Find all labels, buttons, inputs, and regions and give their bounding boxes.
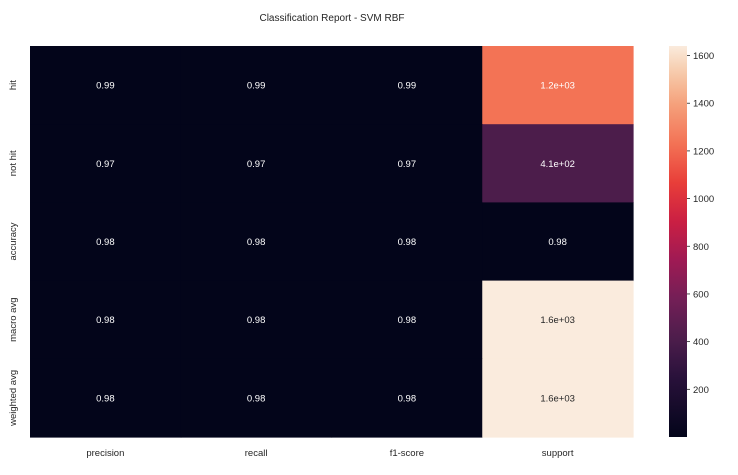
- heatmap-cell: [331, 124, 483, 203]
- heatmap-cell: [180, 202, 333, 282]
- y-tick-label: hit: [8, 80, 19, 90]
- heatmap-cell: [482, 280, 634, 360]
- cell-value-label: 0.98: [247, 315, 266, 326]
- heatmap-cell: [331, 280, 483, 360]
- cell-value-label: 1.6e+03: [540, 315, 575, 326]
- cell-value-label: 0.98: [398, 393, 417, 404]
- cell-value-label: 0.98: [548, 237, 567, 248]
- colorbar-tick-label: 1400: [693, 99, 714, 110]
- heatmap-cell: [30, 202, 182, 282]
- cell-value-label: 0.98: [96, 393, 115, 404]
- cell-value-label: 0.99: [398, 81, 417, 92]
- heatmap-cell: [482, 358, 634, 438]
- cell-value-label: 0.98: [398, 315, 417, 326]
- colorbar-ticks: 200 400 600 800 1000 1200 1400 1600: [687, 51, 714, 396]
- x-tick-label: support: [542, 448, 574, 459]
- heatmap-cell: [180, 358, 333, 438]
- heatmap-cell: [30, 124, 182, 203]
- heatmap-cell: [180, 46, 333, 125]
- heatmap-cell: [30, 358, 182, 438]
- heatmap-cell: [331, 358, 483, 438]
- cell-value-label: 0.98: [398, 237, 417, 248]
- colorbar-tick-label: 1600: [693, 51, 714, 62]
- cell-value-label: 0.98: [96, 237, 115, 248]
- cell-value-label: 0.98: [247, 393, 266, 404]
- heatmap-cell: [482, 202, 634, 282]
- heatmap-cells: [30, 46, 634, 438]
- y-tick-label: not hit: [8, 150, 19, 176]
- colorbar-tick-label: 1200: [693, 146, 714, 157]
- cell-value-label: 0.97: [398, 159, 417, 170]
- x-tick-label: f1-score: [390, 448, 424, 459]
- heatmap-cell-labels: 0.99 0.99 0.99 1.2e+03 0.97 0.97 0.97 4.1e+02 0.…: [96, 81, 575, 405]
- y-tick-label: macro avg: [8, 298, 19, 342]
- heatmap-cell: [331, 46, 483, 125]
- heatmap-cell: [482, 46, 634, 125]
- cell-value-label: 0.99: [247, 81, 266, 92]
- cell-value-label: 0.97: [96, 159, 115, 170]
- colorbar-tick-label: 600: [693, 289, 709, 300]
- colorbar-tick-label: 1000: [693, 194, 714, 205]
- cell-value-label: 1.2e+03: [540, 81, 575, 92]
- heatmap-cell: [482, 124, 634, 203]
- y-axis-ticks: hit not hit accuracy macro avg weighted avg: [8, 80, 19, 427]
- colorbar-tick-label: 800: [693, 242, 709, 253]
- colorbar: [669, 46, 687, 437]
- cell-value-label: 0.99: [96, 81, 115, 92]
- cell-value-label: 0.98: [247, 237, 266, 248]
- chart-title: Classification Report - SVM RBF: [259, 13, 404, 24]
- cell-value-label: 0.97: [247, 159, 266, 170]
- y-tick-label: accuracy: [8, 222, 19, 260]
- x-tick-label: precision: [86, 448, 124, 459]
- cell-value-label: 0.98: [96, 315, 115, 326]
- x-tick-label: recall: [245, 448, 268, 459]
- heatmap-cell: [331, 202, 483, 282]
- heatmap-cell: [180, 124, 333, 203]
- cell-value-label: 1.6e+03: [540, 393, 575, 404]
- y-tick-label: weighted avg: [8, 370, 19, 427]
- cell-value-label: 4.1e+02: [540, 159, 575, 170]
- colorbar-tick-label: 200: [693, 385, 709, 396]
- heatmap-cell: [30, 46, 182, 125]
- x-axis-ticks: precision recall f1-score support: [86, 448, 573, 459]
- heatmap-cell: [30, 280, 182, 360]
- heatmap-cell: [180, 280, 333, 360]
- colorbar-tick-label: 400: [693, 337, 709, 348]
